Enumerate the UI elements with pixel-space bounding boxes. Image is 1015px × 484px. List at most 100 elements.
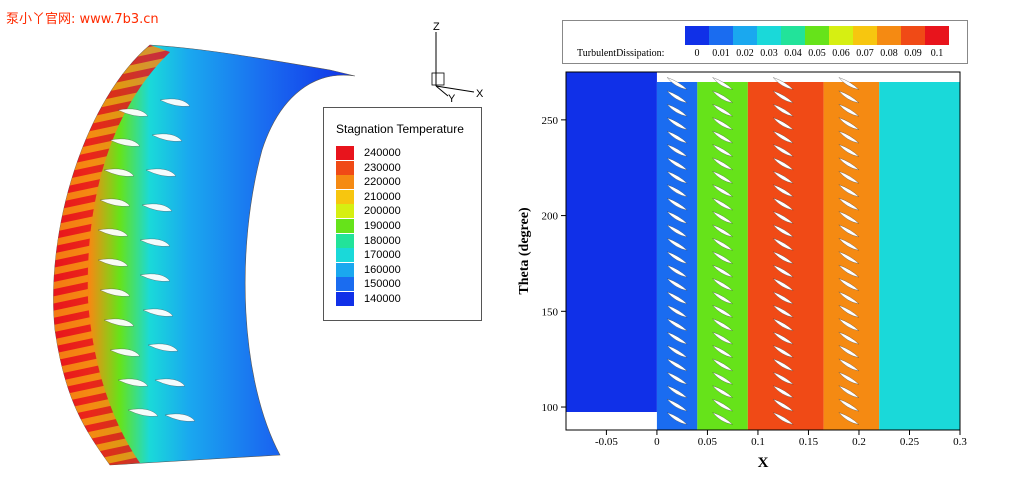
colorbar-cell — [757, 26, 781, 45]
blade-profile — [772, 318, 794, 331]
y-tick-label: 150 — [542, 306, 559, 318]
turbulent-dissipation-chart: 0 0.01 0.02 0.03 0.04 0.05 0.06 0.07 0.08 0.09 0.1… — [500, 0, 1015, 479]
legend-item: 240000 — [336, 146, 466, 160]
blade-profile — [772, 77, 794, 90]
colorbar-tick-label: 0.04 — [784, 48, 802, 59]
blade-profile — [712, 197, 734, 211]
blade-profile — [666, 77, 688, 90]
legend-label: 170000 — [364, 249, 401, 262]
blade-profile — [838, 264, 860, 278]
x-tick-label: 0.1 — [751, 436, 765, 448]
blade-profile — [712, 224, 734, 238]
legend-label: 210000 — [364, 190, 401, 203]
blade-profile — [712, 385, 734, 398]
blade-profile — [772, 130, 794, 144]
y-tick-label: 250 — [542, 115, 559, 127]
legend-item: 140000 — [336, 292, 466, 306]
blade-profile — [838, 385, 860, 398]
blade-profile — [712, 264, 734, 278]
colorbar-tick-label: 0.09 — [904, 48, 922, 59]
legend-swatch — [336, 204, 354, 219]
blade-profile — [712, 77, 734, 90]
cascade-surface — [53, 44, 356, 466]
legend-swatch — [336, 189, 354, 204]
blade-profile — [666, 224, 688, 238]
blade-profile — [838, 103, 860, 117]
blade-profile — [712, 372, 734, 385]
plot-frame — [565, 71, 961, 431]
blade-profile — [666, 90, 688, 104]
legend-item: 150000 — [336, 277, 466, 292]
blade-profile — [666, 157, 688, 171]
blade-profile — [772, 251, 794, 264]
blade-profile — [666, 117, 688, 130]
blade-profile — [666, 372, 688, 385]
legend-swatch — [336, 262, 354, 277]
y-axis-label: Theta (degree) — [517, 207, 532, 295]
contour-region — [747, 82, 824, 430]
blade-profile — [712, 345, 734, 358]
blade-profile — [772, 345, 794, 358]
colorbar-tick-label: 0 — [694, 48, 700, 59]
blade-profile — [838, 170, 860, 184]
blade-profile — [838, 77, 860, 90]
blade-profile — [838, 157, 860, 171]
legend-item: 210000 — [336, 189, 466, 204]
legend-swatch — [336, 248, 354, 263]
blade-profile — [772, 412, 794, 425]
blade-profile — [772, 331, 794, 345]
x-tick-label: 0.2 — [852, 436, 866, 448]
blade-profile — [666, 197, 688, 211]
blade-profile — [838, 412, 860, 425]
blade-profile — [712, 237, 734, 251]
colorbar-cell — [781, 26, 805, 45]
blade-profile — [772, 157, 794, 171]
blade-profile — [838, 318, 860, 331]
blade-profile — [838, 372, 860, 385]
colorbar-tick-label: 0.07 — [856, 48, 874, 59]
blade-profile — [772, 211, 794, 224]
legend-label: 160000 — [364, 263, 401, 276]
legend-item: 220000 — [336, 175, 466, 190]
colorbar-title: TurbulentDissipation: — [577, 48, 665, 59]
blade-profile — [666, 345, 688, 358]
x-tick-label: 0.25 — [900, 436, 920, 448]
blade-profile — [712, 278, 734, 291]
colorbar: 0 0.01 0.02 0.03 0.04 0.05 0.06 0.07 0.08 0.09 0.1… — [562, 20, 968, 64]
stagnation-temperature-3d-view: Z Y X Stagnation Temperature 240000 23000… — [0, 0, 500, 479]
blade-profile — [666, 385, 688, 398]
colorbar-tick-label: 0.08 — [880, 48, 898, 59]
blade-profile — [712, 291, 734, 305]
blade-profile — [772, 237, 794, 251]
stagnation-temperature-legend: Stagnation Temperature 240000 230000 22000… — [323, 107, 482, 321]
blade-profile — [712, 412, 734, 425]
axis-label-x: X — [476, 88, 484, 100]
colorbar-tick-label: 0.06 — [832, 48, 850, 59]
legend-label: 190000 — [364, 220, 401, 232]
legend-swatch — [336, 219, 354, 233]
legend-label: 230000 — [364, 161, 401, 174]
blade-profile — [838, 211, 860, 224]
legend-swatch — [336, 146, 354, 160]
blade-profile — [666, 398, 688, 412]
blade-profile — [838, 358, 860, 372]
blade-profile — [772, 358, 794, 372]
blade-profile — [666, 264, 688, 278]
contour-region — [566, 72, 657, 412]
blade-profile — [838, 144, 860, 157]
x-axis-label: X — [758, 455, 769, 471]
blade-profile — [666, 331, 688, 345]
blade-profile — [838, 291, 860, 305]
colorbar-tick-label: 0.01 — [712, 48, 730, 59]
blade-profile — [666, 211, 688, 224]
y-tick-label: 100 — [542, 402, 559, 414]
legend-item: 190000 — [336, 219, 466, 233]
blade-profile — [712, 331, 734, 345]
legend-swatch — [336, 277, 354, 292]
blade-profile — [712, 305, 734, 318]
blade-profile — [772, 224, 794, 238]
blade-profile — [838, 398, 860, 412]
legend-swatch — [336, 233, 354, 248]
blade-profile — [772, 305, 794, 318]
blade-profile — [712, 144, 734, 157]
